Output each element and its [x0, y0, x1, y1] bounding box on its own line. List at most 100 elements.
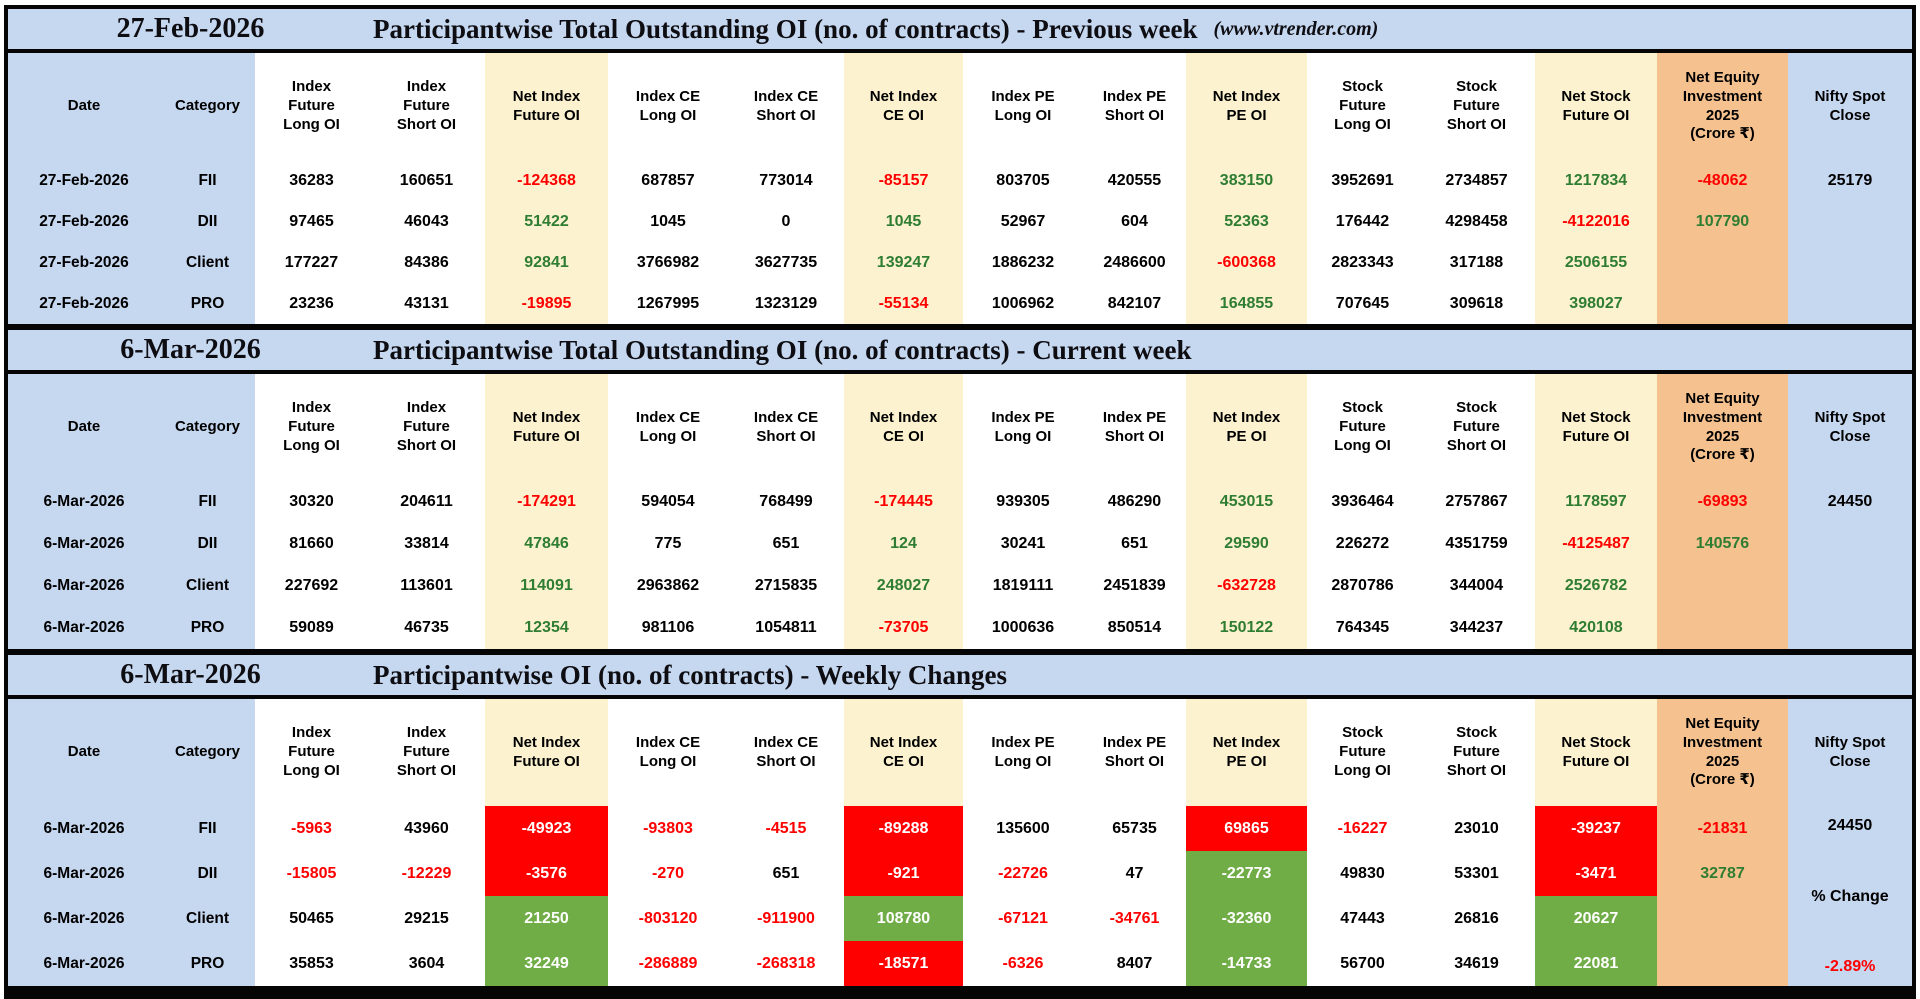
cell-nifty: [1788, 607, 1912, 649]
col-header-ce_long: Index CE Long OI: [608, 374, 728, 481]
col-header-sf_long: Stock Future Long OI: [1307, 53, 1418, 160]
col-header-sf_long: Stock Future Long OI: [1307, 374, 1418, 481]
col-header-if_short: Index Future Short OI: [368, 374, 485, 481]
oi-table-previous-week: Date Category Index Future Long OI Index Fu…: [8, 53, 1912, 324]
table-row-dii: 6-Mar-2026 DII 81660 33814 47846 775 651 124 302…: [8, 523, 1912, 565]
cell-if_short: 33814: [368, 523, 485, 565]
cell-pe_long: 30241: [963, 523, 1083, 565]
cell-date: 6-Mar-2026: [8, 565, 160, 607]
cell-if_long: 35853: [255, 941, 368, 986]
table-row-pro: 27-Feb-2026 PRO 23236 43131 -19895 1267995 132…: [8, 283, 1912, 324]
cell-nifty: [1788, 523, 1912, 565]
cell-pe_long: -67121: [963, 896, 1083, 941]
cell-sf_short: 53301: [1418, 851, 1535, 896]
cell-net_equity: 107790: [1657, 201, 1788, 242]
cell-net_pe: 69865: [1186, 806, 1307, 851]
section-title-band: 6-Mar-2026 Participantwise OI (no. of co…: [8, 655, 1912, 699]
cell-nifty: [1788, 283, 1912, 324]
cell-sf_long: 2870786: [1307, 565, 1418, 607]
cell-net_if: 47846: [485, 523, 608, 565]
col-header-pe_long: Index PE Long OI: [963, 374, 1083, 481]
cell-ce_long: 1045: [608, 201, 728, 242]
col-header-category: Category: [160, 699, 255, 806]
cell-sf_short: 4298458: [1418, 201, 1535, 242]
cell-pe_short: 604: [1083, 201, 1186, 242]
col-header-ce_short: Index CE Short OI: [728, 374, 844, 481]
cell-sf_long: 47443: [1307, 896, 1418, 941]
oi-table-current-week: Date Category Index Future Long OI Index Fu…: [8, 374, 1912, 649]
cell-net_pe: -632728: [1186, 565, 1307, 607]
cell-net_ce: 124: [844, 523, 963, 565]
cell-sf_long: 3936464: [1307, 481, 1418, 523]
cell-pe_long: 803705: [963, 160, 1083, 201]
cell-category: DII: [160, 851, 255, 896]
cell-net_equity: [1657, 283, 1788, 324]
cell-pe_long: 52967: [963, 201, 1083, 242]
cell-if_short: 46043: [368, 201, 485, 242]
cell-net_ce: -174445: [844, 481, 963, 523]
cell-net_if: -3576: [485, 851, 608, 896]
cell-category: FII: [160, 160, 255, 201]
col-header-net_ce: Net Index CE OI: [844, 374, 963, 481]
col-header-net_equity: Net Equity Investment 2025 (Crore ₹): [1657, 699, 1788, 806]
col-header-net_pe: Net Index PE OI: [1186, 699, 1307, 806]
cell-sf_long: 707645: [1307, 283, 1418, 324]
col-header-net_ce: Net Index CE OI: [844, 699, 963, 806]
section-title-band: 27-Feb-2026 Participantwise Total Outsta…: [8, 9, 1912, 53]
cell-category: Client: [160, 896, 255, 941]
cell-net_ce: -18571: [844, 941, 963, 986]
cell-net_ce: 108780: [844, 896, 963, 941]
col-header-if_long: Index Future Long OI: [255, 53, 368, 160]
col-header-sf_short: Stock Future Short OI: [1418, 374, 1535, 481]
cell-ce_short: 2715835: [728, 565, 844, 607]
cell-pe_short: 2486600: [1083, 242, 1186, 283]
cell-pe_short: 47: [1083, 851, 1186, 896]
cell-sf_short: 2734857: [1418, 160, 1535, 201]
cell-pe_short: 65735: [1083, 806, 1186, 851]
oi-table-weekly-changes: Date Category Index Future Long OI Index Fu…: [8, 699, 1912, 986]
cell-pe_long: 1819111: [963, 565, 1083, 607]
cell-net_ce: -85157: [844, 160, 963, 201]
section-weekly-changes: 6-Mar-2026 Participantwise OI (no. of co…: [8, 649, 1912, 986]
cell-if_long: 30320: [255, 481, 368, 523]
cell-ce_short: 773014: [728, 160, 844, 201]
col-header-if_long: Index Future Long OI: [255, 699, 368, 806]
cell-net_equity: [1657, 565, 1788, 607]
cell-date: 6-Mar-2026: [8, 607, 160, 649]
col-header-net_sf: Net Stock Future OI: [1535, 53, 1657, 160]
cell-ce_short: 651: [728, 523, 844, 565]
table-row-client: 6-Mar-2026 Client 50465 29215 21250 -803120 -9…: [8, 896, 1912, 941]
col-header-date: Date: [8, 374, 160, 481]
cell-if_short: 29215: [368, 896, 485, 941]
cell-date: 6-Mar-2026: [8, 806, 160, 851]
cell-net_equity: 140576: [1657, 523, 1788, 565]
cell-net_if: -124368: [485, 160, 608, 201]
cell-pe_long: 1886232: [963, 242, 1083, 283]
cell-net_ce: 248027: [844, 565, 963, 607]
cell-net_pe: -14733: [1186, 941, 1307, 986]
cell-sf_short: 344237: [1418, 607, 1535, 649]
cell-nifty: 24450: [1788, 481, 1912, 523]
cell-ce_short: 651: [728, 851, 844, 896]
cell-net_if: 32249: [485, 941, 608, 986]
cell-ce_short: 1323129: [728, 283, 844, 324]
cell-category: PRO: [160, 941, 255, 986]
col-header-date: Date: [8, 53, 160, 160]
cell-sf_short: 344004: [1418, 565, 1535, 607]
col-header-ce_short: Index CE Short OI: [728, 699, 844, 806]
cell-pe_short: 486290: [1083, 481, 1186, 523]
cell-if_short: 204611: [368, 481, 485, 523]
cell-if_long: -5963: [255, 806, 368, 851]
cell-pe_long: -6326: [963, 941, 1083, 986]
section-title: Participantwise Total Outstanding OI (no…: [373, 13, 1198, 44]
cell-sf_short: 23010: [1418, 806, 1535, 851]
col-header-net_if: Net Index Future OI: [485, 53, 608, 160]
cell-pe_long: -22726: [963, 851, 1083, 896]
cell-net_equity: 32787: [1657, 851, 1788, 896]
cell-date: 27-Feb-2026: [8, 283, 160, 324]
cell-ce_short: -268318: [728, 941, 844, 986]
cell-net_ce: -89288: [844, 806, 963, 851]
nifty-spot-close: 24450: [1827, 817, 1873, 834]
cell-net_if: 114091: [485, 565, 608, 607]
col-header-net_sf: Net Stock Future OI: [1535, 374, 1657, 481]
